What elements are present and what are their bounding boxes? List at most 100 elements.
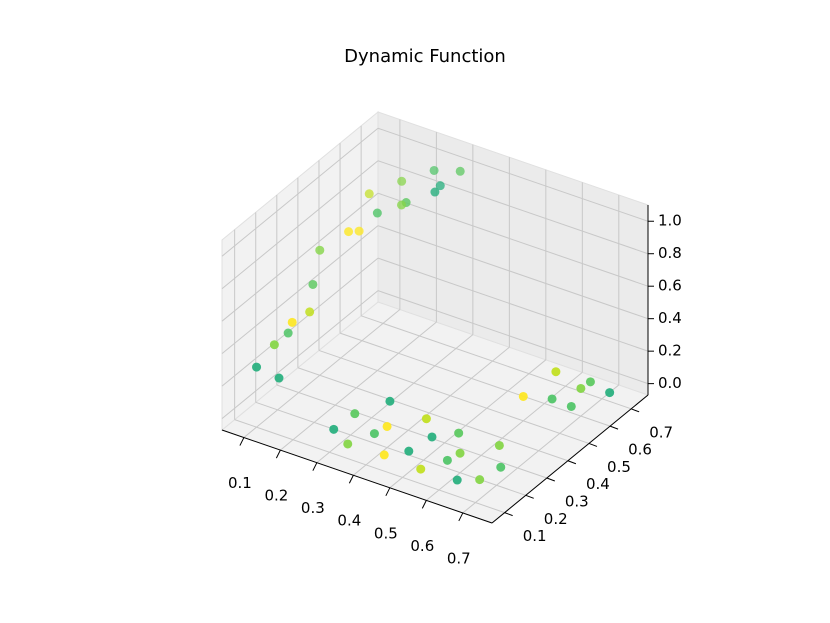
chart-title: Dynamic Function — [344, 46, 506, 67]
grid-line — [353, 346, 510, 476]
data-point — [397, 176, 407, 186]
y-tick-label: 0.2 — [544, 510, 568, 528]
grid-line — [221, 225, 379, 355]
data-point — [372, 208, 382, 218]
x-axis-line — [221, 429, 493, 524]
grid-line — [221, 127, 379, 257]
grid-line — [377, 127, 649, 222]
data-point — [585, 377, 595, 387]
grid-line — [377, 160, 649, 255]
data-point — [397, 200, 407, 210]
data-point — [605, 388, 615, 398]
x-tick-label: 0.5 — [374, 524, 398, 542]
data-point — [496, 462, 506, 472]
tick-mark — [504, 512, 513, 517]
z-tick-label: 0.4 — [658, 309, 682, 327]
grid-line — [339, 332, 611, 427]
data-point — [551, 367, 561, 377]
grid-line — [316, 334, 474, 464]
data-point — [344, 227, 354, 237]
tick-mark — [588, 442, 598, 447]
grid-line — [276, 384, 547, 479]
tick-mark — [239, 437, 245, 446]
tick-mark — [312, 462, 318, 471]
data-point — [475, 475, 485, 485]
grid-line — [360, 315, 632, 410]
y-axis-line — [491, 394, 649, 524]
data-point — [454, 428, 464, 438]
tick-mark — [348, 475, 354, 484]
grid-line — [234, 419, 505, 514]
data-point — [429, 165, 439, 175]
tick-mark — [546, 477, 555, 482]
data-point — [547, 394, 557, 404]
z-tick-label: 0.6 — [658, 277, 682, 295]
data-point — [566, 401, 576, 411]
data-point — [305, 307, 315, 317]
data-point — [576, 383, 586, 393]
data-point — [343, 439, 353, 449]
tick-mark — [458, 512, 464, 522]
data-point — [404, 446, 414, 456]
grid-line — [243, 309, 401, 438]
grid-line — [377, 257, 649, 352]
data-point — [494, 440, 504, 450]
data-point — [364, 189, 374, 199]
tick-mark — [609, 425, 619, 430]
grid-line — [462, 384, 620, 514]
x-tick-label: 0.6 — [410, 537, 434, 555]
grid-line — [297, 367, 569, 462]
tick-mark — [567, 460, 577, 465]
x-tick-label: 0.2 — [264, 487, 288, 505]
x-tick-label: 0.1 — [228, 474, 252, 492]
grid-line — [389, 359, 547, 489]
data-point — [308, 279, 318, 289]
z-tick-label: 0.0 — [658, 374, 682, 392]
x-tick-label: 0.7 — [447, 549, 471, 567]
data-point — [455, 166, 465, 176]
data-point — [430, 187, 440, 197]
data-point — [379, 450, 389, 460]
grid-line — [318, 349, 590, 444]
data-point — [385, 396, 395, 406]
grid-line — [221, 257, 379, 387]
data-point — [252, 362, 262, 372]
z-tick-label: 0.2 — [658, 342, 682, 360]
data-point — [416, 464, 426, 474]
grid-line — [377, 290, 649, 385]
grid-line — [221, 290, 379, 420]
data-point — [283, 328, 293, 338]
z-tick-label: 1.0 — [658, 212, 682, 230]
grid-line — [221, 192, 379, 322]
data-point — [442, 455, 452, 465]
tick-mark — [630, 408, 640, 413]
data-point — [427, 432, 437, 442]
data-point — [455, 448, 465, 458]
data-point — [269, 340, 279, 350]
data-point — [315, 245, 325, 255]
y-tick-label: 0.1 — [523, 527, 547, 545]
data-point — [354, 226, 364, 236]
tick-mark — [385, 487, 391, 497]
x-tick-label: 0.3 — [301, 499, 325, 517]
tick-mark — [275, 449, 281, 459]
y-tick-label: 0.4 — [586, 475, 610, 493]
y-tick-label: 0.7 — [649, 423, 673, 441]
tick-mark — [525, 494, 534, 499]
data-point — [518, 391, 528, 401]
y-tick-label: 0.5 — [607, 458, 631, 476]
grid-line — [377, 225, 649, 320]
data-point — [369, 429, 379, 439]
tick-mark — [421, 500, 427, 509]
data-point — [382, 421, 392, 431]
data-point — [421, 414, 431, 424]
y-tick-label: 0.6 — [628, 441, 652, 459]
data-point — [329, 424, 339, 434]
grid-line — [377, 192, 649, 287]
grid-line — [221, 160, 379, 290]
y-tick-label: 0.3 — [565, 493, 589, 511]
x-tick-label: 0.4 — [337, 512, 361, 530]
data-point — [350, 409, 360, 419]
data-point — [435, 181, 445, 191]
